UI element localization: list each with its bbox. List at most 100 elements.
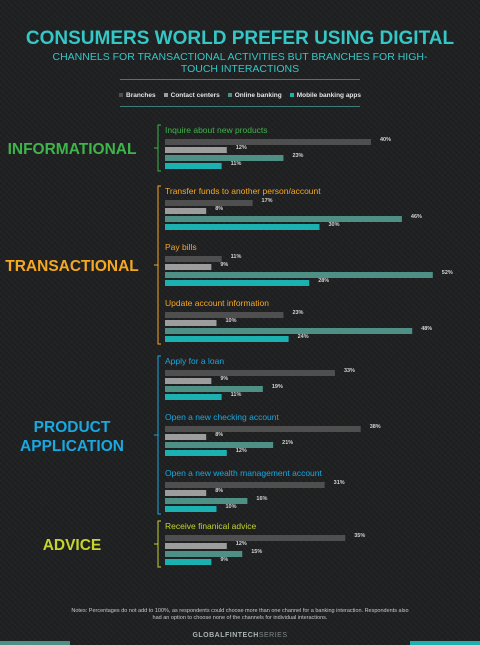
legend-label: Contact centers [170,91,220,99]
legend-swatch [227,93,232,97]
value-label-update-account-information-mobile-banking-apps: 24% [298,334,309,340]
bar-receive-finanical-advice-online-banking [165,551,243,557]
value-label-update-account-information-branches: 23% [292,310,303,316]
value-label-receive-finanical-advice-online-banking: 15% [251,549,262,555]
category-label-update-account-information: Update account information [165,298,269,308]
value-label-receive-finanical-advice-mobile-banking-apps: 9% [220,557,228,563]
bar-inquire-about-new-products-online-banking [165,155,284,161]
bar-chart: Inquire about new products 40% 12% 23% 11% IN… [5,124,453,568]
corner-accent-right [410,641,480,645]
bar-open-a-new-checking-account-mobile-banking-apps [165,450,227,456]
bar-transfer-funds-to-another-person-account-branches [165,200,253,206]
value-label-inquire-about-new-products-contact-centers: 12% [236,145,247,151]
legend-label: Online banking [234,91,282,99]
value-label-apply-for-a-loan-mobile-banking-apps: 11% [231,392,242,398]
chart-subtitle: CHANNELS FOR TRANSACTIONAL ACTIVITIES BU… [52,51,428,75]
legend-label: Branches [126,91,156,99]
bar-receive-finanical-advice-branches [165,535,346,541]
legend-item-branches: Branches [119,89,156,101]
bar-update-account-information-contact-centers [165,320,217,326]
legend: Branches Contact centers Online banking … [0,89,480,101]
legend-swatch [119,93,123,97]
value-label-open-a-new-wealth-management-account-mobile-banking-apps: 10% [226,504,237,510]
bar-transfer-funds-to-another-person-account-online-banking [165,216,402,222]
group-label-advice: ADVICE [43,537,102,554]
value-label-open-a-new-checking-account-mobile-banking-apps: 12% [236,448,247,454]
value-label-open-a-new-wealth-management-account-branches: 31% [334,480,345,486]
legend-swatch [163,93,168,97]
value-label-open-a-new-checking-account-online-banking: 21% [282,440,293,446]
category-label-pay-bills: Pay bills [165,242,197,252]
category-label-apply-for-a-loan: Apply for a loan [165,356,224,366]
bar-transfer-funds-to-another-person-account-contact-centers [165,208,207,214]
brand-logo: GLOBALFINTECHSERIES [192,632,288,639]
bar-pay-bills-contact-centers [165,264,212,270]
value-label-update-account-information-online-banking: 48% [421,326,432,332]
bar-open-a-new-checking-account-contact-centers [165,434,207,440]
group-label-product-application: PRODUCT APPLICATION [20,419,124,455]
category-label-open-a-new-wealth-management-account: Open a new wealth management account [165,468,323,478]
value-label-transfer-funds-to-another-person-account-online-banking: 46% [411,214,422,220]
value-label-open-a-new-checking-account-contact-centers: 8% [215,432,223,438]
value-label-update-account-information-contact-centers: 10% [226,318,237,324]
title-divider [120,79,360,80]
bar-open-a-new-wealth-management-account-contact-centers [165,490,207,496]
value-label-inquire-about-new-products-branches: 40% [380,137,391,143]
bar-transfer-funds-to-another-person-account-mobile-banking-apps [165,224,320,230]
bar-apply-for-a-loan-contact-centers [165,378,212,384]
bar-inquire-about-new-products-contact-centers [165,147,227,153]
value-label-open-a-new-checking-account-branches: 38% [370,424,381,430]
group-bracket-informational [157,124,161,172]
bar-apply-for-a-loan-mobile-banking-apps [165,394,222,400]
legend-swatch [289,93,294,97]
group-label-transactional: TRANSACTIONAL [5,258,138,275]
value-label-apply-for-a-loan-contact-centers: 9% [220,376,228,382]
bar-apply-for-a-loan-branches [165,370,335,376]
legend-divider [120,106,360,107]
value-label-open-a-new-wealth-management-account-contact-centers: 8% [215,488,223,494]
value-label-open-a-new-wealth-management-account-online-banking: 16% [256,496,267,502]
bar-open-a-new-checking-account-branches [165,426,361,432]
value-label-inquire-about-new-products-mobile-banking-apps: 11% [231,161,242,167]
bar-pay-bills-online-banking [165,272,433,278]
group-bracket-product-application [157,355,161,515]
category-label-transfer-funds-to-another-person-account: Transfer funds to another person/account [165,186,321,196]
bar-pay-bills-mobile-banking-apps [165,280,310,286]
bar-open-a-new-wealth-management-account-mobile-banking-apps [165,506,217,512]
bar-apply-for-a-loan-online-banking [165,386,263,392]
bar-open-a-new-wealth-management-account-branches [165,482,325,488]
value-label-inquire-about-new-products-online-banking: 23% [292,153,303,159]
footnote: Notes: Percentages do not add to 100%, a… [71,608,409,621]
bar-inquire-about-new-products-mobile-banking-apps [165,163,222,169]
legend-item-online-banking: Online banking [227,89,282,101]
bar-update-account-information-online-banking [165,328,413,334]
group-label-informational: INFORMATIONAL [8,141,137,158]
group-bracket-advice [157,520,161,568]
bar-receive-finanical-advice-mobile-banking-apps [165,559,212,565]
legend-item-mobile-banking-apps: Mobile banking apps [289,89,361,101]
category-label-receive-finanical-advice: Receive finanical advice [165,521,256,531]
value-label-pay-bills-mobile-banking-apps: 28% [318,278,329,284]
category-label-inquire-about-new-products: Inquire about new products [165,125,268,135]
value-label-pay-bills-online-banking: 52% [442,270,453,276]
bar-update-account-information-branches [165,312,284,318]
value-label-apply-for-a-loan-branches: 33% [344,368,355,374]
legend-item-contact-centers: Contact centers [163,89,220,101]
value-label-transfer-funds-to-another-person-account-branches: 17% [262,198,273,204]
value-label-receive-finanical-advice-branches: 35% [354,533,365,539]
value-label-pay-bills-contact-centers: 9% [220,262,228,268]
bar-update-account-information-mobile-banking-apps [165,336,289,342]
bar-open-a-new-wealth-management-account-online-banking [165,498,248,504]
corner-accent-left [0,641,70,645]
legend-label: Mobile banking apps [296,91,361,99]
bar-inquire-about-new-products-branches [165,139,371,145]
value-label-receive-finanical-advice-contact-centers: 12% [236,541,247,547]
value-label-transfer-funds-to-another-person-account-contact-centers: 8% [215,206,223,212]
bar-pay-bills-branches [165,256,222,262]
group-bracket-transactional [157,185,161,345]
value-label-transfer-funds-to-another-person-account-mobile-banking-apps: 30% [329,222,340,228]
bar-receive-finanical-advice-contact-centers [165,543,227,549]
bar-open-a-new-checking-account-online-banking [165,442,274,448]
value-label-apply-for-a-loan-online-banking: 19% [272,384,283,390]
chart-title: CONSUMERS WORLD PREFER USING DIGITAL [25,28,455,49]
